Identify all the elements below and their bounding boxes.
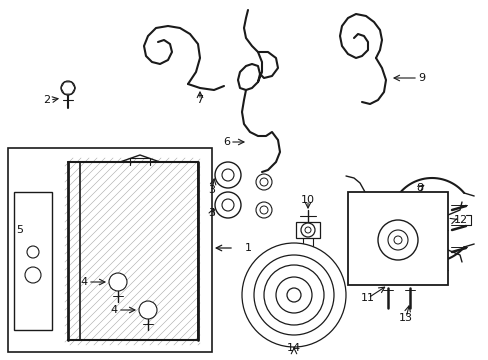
Circle shape bbox=[260, 178, 267, 186]
Circle shape bbox=[393, 236, 401, 244]
Circle shape bbox=[387, 230, 407, 250]
Circle shape bbox=[222, 199, 234, 211]
Text: 10: 10 bbox=[301, 195, 314, 205]
Bar bbox=[295, 222, 319, 238]
Text: 9: 9 bbox=[417, 73, 424, 83]
Circle shape bbox=[301, 223, 314, 237]
Circle shape bbox=[286, 288, 301, 302]
Text: 6: 6 bbox=[223, 137, 229, 147]
Circle shape bbox=[222, 169, 234, 181]
Circle shape bbox=[305, 227, 310, 233]
Circle shape bbox=[215, 192, 241, 218]
Text: 3: 3 bbox=[208, 208, 215, 218]
Circle shape bbox=[139, 301, 157, 319]
Text: 5: 5 bbox=[17, 225, 23, 235]
Circle shape bbox=[377, 220, 417, 260]
Circle shape bbox=[242, 243, 346, 347]
Circle shape bbox=[256, 174, 271, 190]
Text: 4: 4 bbox=[111, 305, 118, 315]
Text: 11: 11 bbox=[360, 293, 374, 303]
Text: 13: 13 bbox=[398, 313, 412, 323]
Circle shape bbox=[61, 81, 75, 95]
Text: 14: 14 bbox=[286, 343, 301, 353]
Bar bbox=[14, 192, 52, 330]
Circle shape bbox=[260, 206, 267, 214]
Circle shape bbox=[275, 277, 311, 313]
Circle shape bbox=[215, 162, 241, 188]
Text: 2: 2 bbox=[43, 95, 50, 105]
Bar bbox=[347, 192, 447, 285]
Text: 7: 7 bbox=[196, 95, 203, 105]
Text: 1: 1 bbox=[244, 243, 251, 253]
Circle shape bbox=[253, 255, 333, 335]
Text: 8: 8 bbox=[416, 183, 423, 193]
Circle shape bbox=[264, 265, 324, 325]
Text: 4: 4 bbox=[81, 277, 88, 287]
Bar bbox=[8, 148, 212, 352]
Circle shape bbox=[25, 267, 41, 283]
Circle shape bbox=[109, 273, 127, 291]
Text: 12: 12 bbox=[453, 215, 467, 225]
Text: 3: 3 bbox=[208, 185, 215, 195]
Circle shape bbox=[27, 246, 39, 258]
Circle shape bbox=[256, 202, 271, 218]
